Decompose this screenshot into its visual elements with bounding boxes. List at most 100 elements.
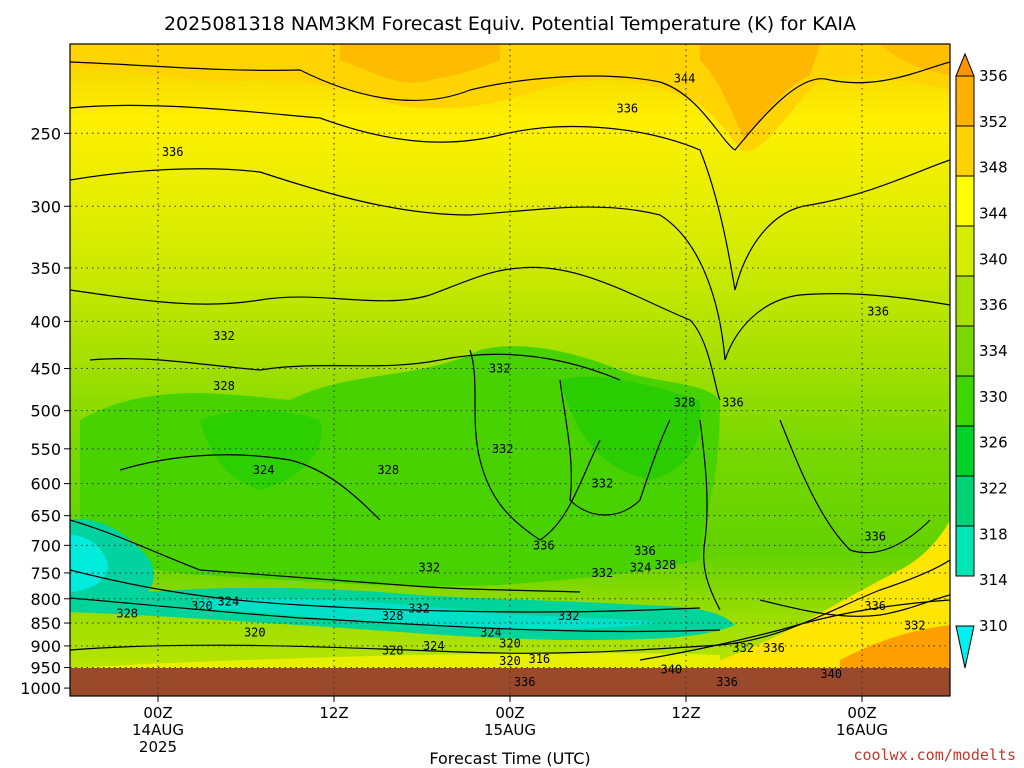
contour-label: 340 (660, 663, 682, 677)
vertical-grid (157, 44, 863, 696)
credit-text: coolwx.com/modelts (853, 746, 1016, 764)
y-axis: 250 300 350 400 450 500 550 600 650 700 750 800 850 9… (20, 124, 70, 698)
contour-label: 332 (408, 602, 430, 616)
contour-label: 336 (716, 675, 738, 689)
contour-label: 328 (213, 379, 235, 393)
x-axis-title: Forecast Time (UTC) (429, 749, 590, 768)
contour-label: 328 (377, 463, 399, 477)
contour-line-344 (70, 61, 950, 151)
x-tick-label: 16AUG (836, 721, 888, 739)
green-core-right (560, 376, 701, 480)
orange-upper-patch (340, 44, 500, 83)
contour-label: 336 (864, 530, 886, 544)
contour-label: 336 (616, 102, 638, 116)
contour-label: 324 (630, 561, 652, 575)
x-tick-label: 12Z (671, 704, 700, 722)
x-tick-label: 00Z (495, 704, 524, 722)
contour-label: 328 (674, 396, 696, 410)
y-tick-label: 800 (30, 590, 61, 609)
x-tick-label: 00Z (143, 704, 172, 722)
contour-label: 332 (492, 442, 514, 456)
contour-label: 324 (253, 463, 275, 477)
contour-label: 336 (763, 641, 785, 655)
colorbar-swatch (955, 275, 975, 327)
colorbar: 310 314 318 322 326 330 334 336 340 344 348 352 356 (955, 52, 1008, 669)
contour-line-wave-1 (469, 349, 601, 541)
x-tick-label: 2025 (139, 738, 177, 756)
warm-low-right (720, 520, 950, 668)
contour-line-wave-3 (699, 419, 721, 611)
contour-label: 344 (674, 71, 696, 85)
colorbar-label: 356 (979, 67, 1008, 85)
contour-label: 332 (904, 618, 926, 632)
colorbar-label: 330 (979, 388, 1008, 406)
colorbar-label: 314 (979, 571, 1008, 589)
colorbar-label: 352 (979, 113, 1008, 131)
colorbar-arrow-bottom (955, 625, 975, 669)
contour-label: 332 (592, 566, 614, 580)
y-tick-label: 500 (30, 402, 61, 421)
contour-line-low-328 (70, 519, 581, 593)
y-tick-label: 950 (30, 659, 61, 678)
contour-label: 340 (820, 667, 842, 681)
contour-label: 336 (634, 544, 656, 558)
y-tick-label: 850 (30, 614, 61, 633)
contour-label: 332 (592, 477, 614, 491)
y-tick-label: 550 (30, 440, 61, 459)
contour-label: 328 (116, 607, 138, 621)
colorbar-label: 340 (979, 250, 1008, 268)
y-tick-label: 900 (30, 637, 61, 656)
x-tick-label: 14AUG (132, 721, 184, 739)
y-tick-label: 350 (30, 259, 61, 278)
y-tick-label: 650 (30, 507, 61, 526)
colorbar-swatch (955, 425, 975, 477)
contour-label: 324 (480, 625, 502, 639)
contour-label: 336 (514, 675, 536, 689)
contour-line-340 (70, 104, 950, 291)
contour-label: 328 (382, 609, 404, 623)
colorbar-label: 348 (979, 159, 1008, 177)
grid-lines (70, 44, 950, 696)
contour-line-low-320 (70, 597, 721, 633)
contour-line-332 (70, 266, 721, 401)
colorbar-swatch (955, 525, 975, 577)
x-tick-label: 12Z (319, 704, 348, 722)
x-tick-label: 15AUG (484, 721, 536, 739)
colorbar-label: 334 (979, 342, 1008, 360)
colorbar-label: 322 (979, 480, 1008, 498)
colorbar-label: 318 (979, 525, 1008, 543)
contour-label: 336 (867, 304, 889, 318)
contour-label: 320 (191, 599, 213, 613)
y-tick-label: 600 (30, 475, 61, 494)
contour-label: 316 (528, 652, 550, 666)
contour-label: 328 (655, 558, 677, 572)
colorbar-swatch (955, 175, 975, 227)
contour-label: 320 (244, 625, 266, 639)
colorbar-swatch (955, 125, 975, 177)
y-tick-label: 1000 (20, 679, 61, 698)
colorbar-label: 344 (979, 205, 1008, 223)
contour-line-right-2 (759, 594, 950, 617)
x-tick-label: 00Z (847, 704, 876, 722)
contour-label: 332 (213, 329, 235, 343)
contour-line-right-1 (779, 419, 931, 554)
contour-label: 332 (732, 641, 754, 655)
colorbar-swatch (955, 225, 975, 277)
chart-title: 2025081318 NAM3KM Forecast Equiv. Potent… (164, 13, 856, 35)
contour-line-324 (119, 454, 381, 521)
orange-upper-right-patch (700, 44, 820, 140)
contour-line-328 (89, 353, 621, 381)
y-tick-label: 400 (30, 312, 61, 331)
colorbar-label: 336 (979, 296, 1008, 314)
contour-label: 336 (722, 396, 744, 410)
contour-line-336 (70, 168, 950, 361)
contour-line-low-324 (70, 569, 701, 613)
contour-line-wave-2 (559, 379, 671, 516)
colorbar-arrow-top (955, 52, 975, 77)
colorbar-label: 326 (979, 434, 1008, 452)
contour-line-low-340 (639, 599, 950, 661)
warm-surface-band (70, 653, 720, 668)
